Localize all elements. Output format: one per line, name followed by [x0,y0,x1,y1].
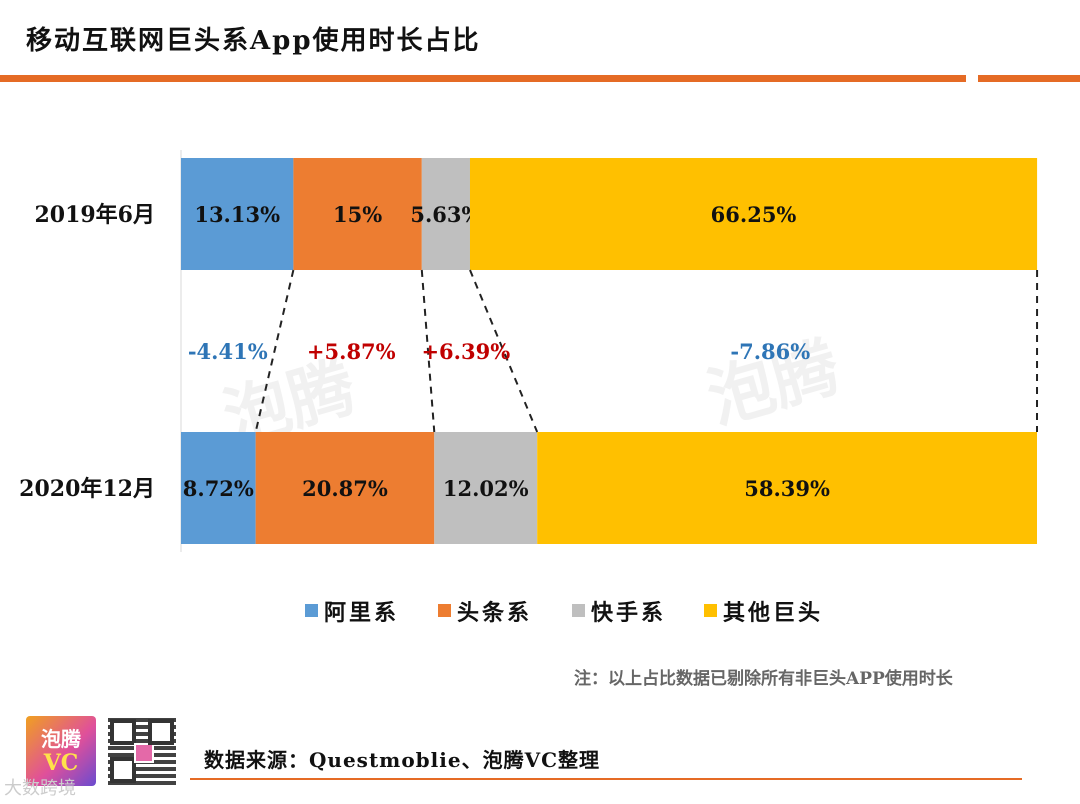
bar-value-label: 12.02% [443,476,529,501]
legend-label: 快手系 [591,600,666,626]
category-label: 2020年12月 [19,476,155,502]
bar-segment [181,432,256,544]
bar-value-label: 8.72% [183,476,254,501]
change-label: -7.86% [730,339,810,364]
change-connector [254,269,295,433]
change-connector [420,269,436,433]
bar-segment [421,158,470,270]
bar-segment [434,432,538,544]
stacked-bar-chart: 13.13% 15% 5.63% 66.25% 2019年6月 8.72% 20.87% 12… [19,150,1039,626]
qr-code-icon [108,717,176,785]
bar-segment [255,432,435,544]
bar-value-label: 13.13% [194,202,280,227]
change-label: -4.41% [188,339,268,364]
change-label: +6.39% [421,339,510,364]
brand-logo: 泡腾 VC [26,716,96,786]
change-label: +5.87% [307,339,396,364]
legend-swatch [572,604,585,617]
title-underline [0,75,966,82]
legend-label: 其他巨头 [723,600,823,626]
legend-swatch [305,604,318,617]
legend-swatch [438,604,451,617]
logo-text-2: VC [43,750,79,776]
bar-segment [537,432,1037,544]
chart-note: 注：以上占比数据已剔除所有非巨头APP使用时长 [574,669,953,689]
title-underline-right [978,75,1080,82]
bar-value-label: 15% [333,202,382,227]
source-underline [190,778,1022,780]
bar-value-label: 58.39% [744,476,830,501]
bar-segment [293,158,422,270]
legend-swatch [704,604,717,617]
change-connector [469,269,539,433]
bar-segment [469,158,1038,270]
bar-value-label: 20.87% [302,476,388,501]
bar-value-label: 5.63% [410,202,481,227]
watermark-bottom: 大数跨境 [4,778,76,799]
data-source: 数据来源：Questmoblie、泡腾VC整理 [204,748,601,772]
category-label: 2019年6月 [34,202,155,228]
bar-segment [181,158,294,270]
logo-text-1: 泡腾 [41,727,81,751]
page-title: 移动互联网巨头系App使用时长占比 [26,26,481,56]
legend-label: 阿里系 [324,600,399,626]
legend-label: 头条系 [457,600,532,626]
bar-value-label: 66.25% [711,202,797,227]
